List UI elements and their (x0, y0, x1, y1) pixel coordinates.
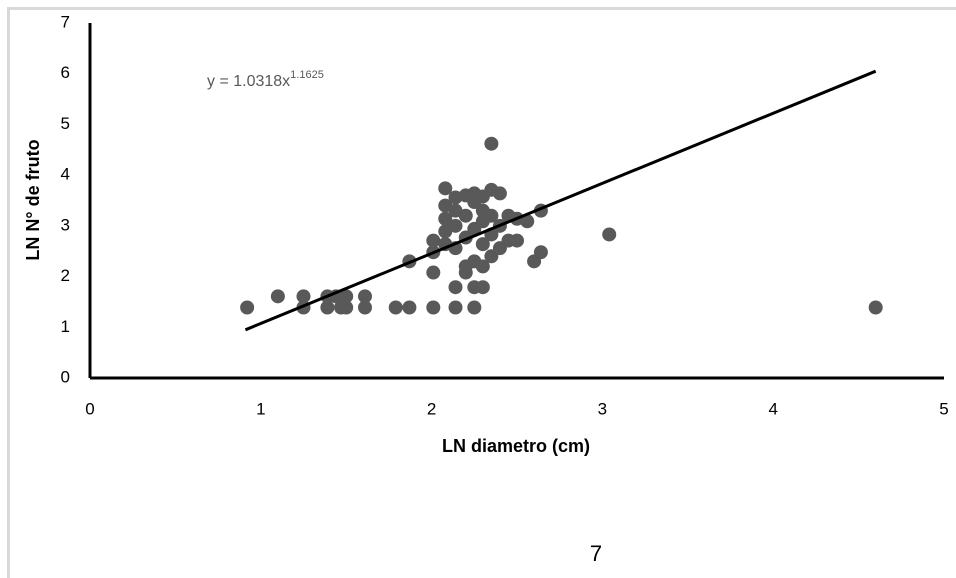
equation-exponent: 1.1625 (290, 69, 324, 81)
point (339, 300, 354, 315)
point (467, 300, 482, 315)
x-tick-label: 1 (256, 399, 265, 418)
point (438, 181, 453, 196)
y-tick-label: 7 (61, 12, 70, 31)
y-tick-label: 5 (61, 114, 70, 133)
point (533, 245, 548, 260)
point (484, 136, 499, 151)
x-tick-label: 5 (939, 399, 948, 418)
point (426, 233, 441, 248)
y-tick-label: 3 (61, 215, 70, 234)
x-axis-label: LN diametro (cm) (442, 436, 590, 456)
point (270, 289, 285, 304)
point (475, 259, 490, 274)
equation: y = 1.0318x1.1625 (207, 69, 324, 90)
point (492, 186, 507, 201)
point (426, 300, 441, 315)
x-tick-label: 4 (768, 399, 777, 418)
point (402, 300, 417, 315)
point (475, 237, 490, 252)
point (484, 208, 499, 223)
point (296, 289, 311, 304)
point (475, 280, 490, 295)
x-tick-label: 3 (598, 399, 607, 418)
page-number: 7 (590, 541, 602, 566)
point (602, 227, 617, 242)
y-axis-label: LN N° de fruto (23, 139, 43, 260)
point (448, 218, 463, 233)
point (388, 300, 403, 315)
y-tick-label: 6 (61, 63, 70, 82)
point (448, 300, 463, 315)
point (240, 300, 255, 315)
point (339, 289, 354, 304)
x-tick-label: 2 (427, 399, 436, 418)
point (448, 280, 463, 295)
y-tick-label: 4 (61, 165, 70, 184)
y-tick-label: 2 (61, 266, 70, 285)
point (426, 265, 441, 280)
point (520, 214, 535, 229)
y-tick-label: 1 (61, 317, 70, 336)
equation-text: y = 1.0318x (207, 73, 290, 90)
x-tick-label: 0 (85, 399, 94, 418)
point (357, 289, 372, 304)
trendline (244, 69, 877, 332)
point (458, 208, 473, 223)
point (510, 233, 524, 248)
point (868, 300, 883, 315)
point (438, 211, 453, 226)
page-border (7, 7, 956, 578)
y-tick-label: 0 (61, 367, 70, 386)
point (320, 300, 335, 315)
point (357, 300, 372, 315)
point (438, 224, 453, 239)
